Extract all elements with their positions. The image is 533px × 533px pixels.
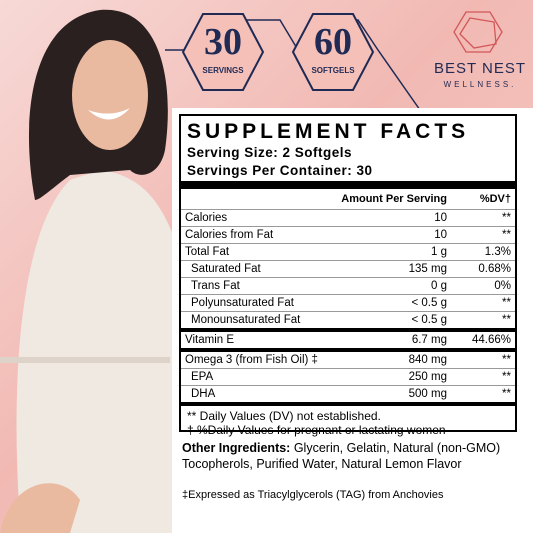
badge: 30 SERVINGS bbox=[183, 14, 263, 90]
fact-cell: < 0.5 g bbox=[411, 297, 448, 309]
fact-cell: ** bbox=[502, 212, 511, 224]
fact-cell: 500 mg bbox=[408, 388, 447, 400]
fact-row: Saturated Fat 135 mg 0.68% bbox=[181, 260, 515, 277]
facts-box: SUPPLEMENT FACTS Serving Size: 2 Softgel… bbox=[179, 114, 517, 437]
fact-cell: 10 bbox=[434, 212, 447, 224]
fact-row: Monounsaturated Fat < 0.5 g ** bbox=[181, 311, 515, 328]
fact-cell: 10 bbox=[434, 229, 447, 241]
fact-cell: Total Fat bbox=[185, 246, 230, 258]
fact-cell: Calories from Fat bbox=[185, 229, 274, 241]
header-row: Amount Per Serving %DV† bbox=[181, 181, 515, 209]
badge-label: SOFTGELS bbox=[311, 66, 355, 75]
badge-number: 60 bbox=[314, 21, 352, 63]
other-ingredients-text: Glycerin, Gelatin, Natural (non-GMO) Toc… bbox=[182, 441, 501, 471]
fact-cell: 0% bbox=[494, 280, 511, 292]
fact-cell: ** bbox=[502, 371, 511, 383]
fact-row: Trans Fat 0 g 0% bbox=[181, 277, 515, 294]
fact-cell: Monounsaturated Fat bbox=[191, 314, 301, 326]
fact-cell: Omega 3 (from Fish Oil) ‡ bbox=[185, 354, 318, 366]
fact-row: Calories 10 ** bbox=[181, 209, 515, 226]
fact-cell: DHA bbox=[191, 388, 216, 400]
facts-title: SUPPLEMENT FACTS bbox=[187, 120, 470, 143]
logo bbox=[453, 11, 503, 53]
fact-cell: ** bbox=[502, 388, 511, 400]
fact-cell: 1 g bbox=[431, 246, 447, 258]
fact-row: Vitamin E 6.7 mg 44.66% bbox=[181, 328, 515, 348]
hexagon bbox=[291, 13, 375, 91]
badge-label: SERVINGS bbox=[202, 66, 244, 75]
badge: 60 SOFTGELS bbox=[293, 14, 373, 90]
fact-row: Calories from Fat 10 ** bbox=[181, 226, 515, 243]
servings-per-container: Servings Per Container: 30 bbox=[187, 163, 373, 178]
brand-name: BEST NEST bbox=[433, 60, 527, 77]
hexagon bbox=[181, 13, 265, 91]
smile bbox=[88, 108, 130, 120]
fact-cell: 840 mg bbox=[408, 354, 447, 366]
footnote: ** Daily Values (DV) not established. bbox=[187, 409, 381, 423]
fact-cell: ** bbox=[502, 314, 511, 326]
other-ingredients: Other Ingredients: Glycerin, Gelatin, Na… bbox=[182, 440, 527, 472]
rows: Calories 10 ** Calories from Fat 10 ** Total F… bbox=[181, 209, 515, 402]
fact-cell: 0.68% bbox=[478, 263, 511, 275]
footnote: † %Daily Values for pregnant or lactatin… bbox=[187, 423, 446, 437]
fact-cell: 250 mg bbox=[408, 371, 447, 383]
fact-row: DHA 500 mg ** bbox=[181, 385, 515, 402]
header-cell: Amount Per Serving bbox=[341, 193, 447, 205]
fact-cell: Vitamin E bbox=[185, 334, 235, 346]
face bbox=[72, 40, 148, 150]
header-cell: %DV† bbox=[479, 193, 511, 205]
other-ingredients-label: Other Ingredients: bbox=[182, 441, 291, 455]
fact-row: Polyunsaturated Fat < 0.5 g ** bbox=[181, 294, 515, 311]
fact-cell: 0 g bbox=[431, 280, 447, 292]
brand-tagline: WELLNESS. bbox=[443, 80, 517, 89]
fact-cell: ** bbox=[502, 229, 511, 241]
panel bbox=[172, 108, 533, 533]
fact-cell: ** bbox=[502, 354, 511, 366]
fact-row: Total Fat 1 g 1.3% bbox=[181, 243, 515, 260]
fact-cell: EPA bbox=[191, 371, 214, 383]
badge-number: 30 bbox=[204, 21, 242, 63]
fact-cell: ** bbox=[502, 297, 511, 309]
fact-cell: Polyunsaturated Fat bbox=[191, 297, 294, 309]
fact-cell: Saturated Fat bbox=[191, 263, 261, 275]
fact-cell: Trans Fat bbox=[191, 280, 240, 292]
fact-cell: < 0.5 g bbox=[411, 314, 448, 326]
fact-cell: 135 mg bbox=[408, 263, 447, 275]
fact-cell: 6.7 mg bbox=[411, 334, 447, 346]
hand bbox=[0, 483, 80, 533]
fact-row: EPA 250 mg ** bbox=[181, 368, 515, 385]
fact-row: Omega 3 (from Fish Oil) ‡ 840 mg ** bbox=[181, 348, 515, 368]
shirt bbox=[16, 170, 176, 533]
fact-cell: Calories bbox=[185, 212, 228, 224]
fact-cell: 44.66% bbox=[471, 334, 511, 346]
fact-cell: 1.3% bbox=[484, 246, 511, 258]
serving-size: Serving Size: 2 Softgels bbox=[187, 145, 353, 160]
footnotes: ** Daily Values (DV) not established. † … bbox=[181, 402, 515, 437]
note: ‡Expressed as Triacylglycerols (TAG) fro… bbox=[182, 489, 444, 501]
